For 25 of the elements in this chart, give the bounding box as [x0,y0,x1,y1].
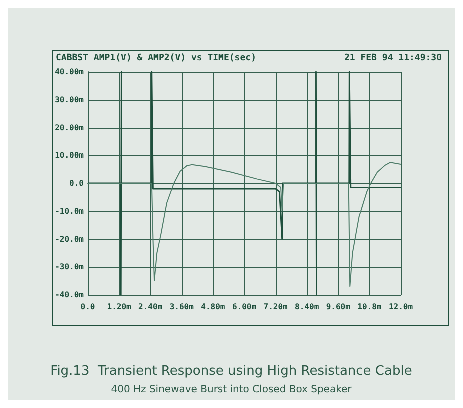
x-tick-label: 12.0m [388,302,414,312]
x-tick-label: 0.0 [80,302,96,312]
x-tick-label: 1.20m [107,302,132,312]
line-series [88,162,402,288]
text: 400 Hz Sinewave Burst into Closed Box Speaker [111,384,353,396]
x-tick-label: 10.8m [358,302,382,312]
x-tick-label: 6.00m [232,302,257,312]
y-tick-label: 10.00m [55,151,84,160]
y-tick-label: 0.0 [70,179,84,188]
y-tick-label: -30.0m [55,262,84,272]
y-tick-label: -40.0m [55,290,84,300]
x-tick-label: 3.60m [170,302,194,312]
y-tick-label: 20.00m [55,123,84,132]
x-tick-label: 8.40m [295,302,320,312]
y-tick-label: -20.0m [55,234,84,244]
text: 21 FEB 94 11:49:30 [344,54,442,64]
y-tick-label: 40.00m [55,68,84,76]
x-tick-label: 7.20m [264,302,288,312]
x-tick-label: 9.60m [326,302,351,312]
y-tick-label: 30.00m [55,95,84,104]
y-tick-label: -10.0m [55,206,84,216]
text: CABBST AMP1(V) & AMP2(V) vs TIME(sec) [56,54,256,64]
text: Fig.13 Transient Response using High Resistance Cable [50,364,412,379]
x-tick-label: 4.80m [201,302,226,312]
x-tick-label: 2.40m [138,302,163,312]
